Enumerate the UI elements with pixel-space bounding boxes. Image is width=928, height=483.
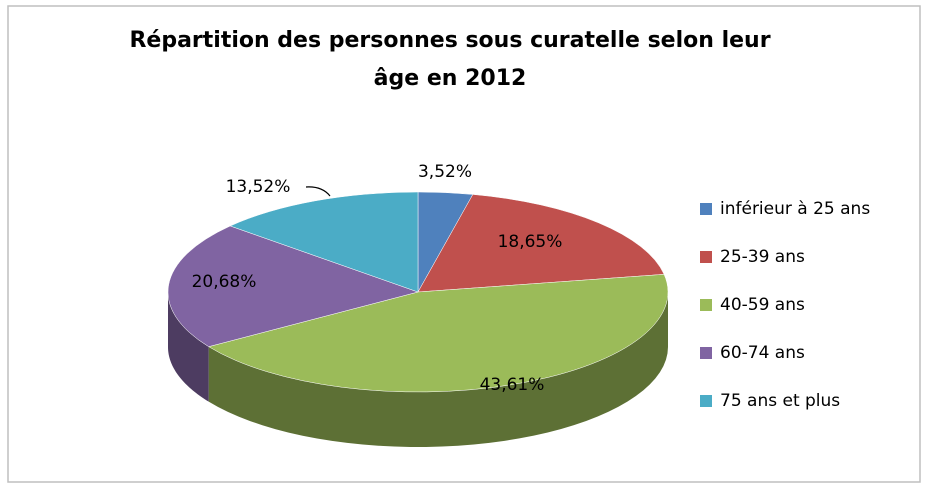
legend-swatch [700, 395, 712, 407]
data-label: 13,52% [226, 177, 291, 197]
chart-title: Répartition des personnes sous curatelle… [129, 28, 771, 91]
legend-label: inférieur à 25 ans [720, 199, 870, 219]
data-label: 3,52% [418, 162, 472, 182]
pie-side [168, 292, 209, 402]
legend-label: 75 ans et plus [720, 391, 840, 411]
pie-slice [208, 274, 669, 393]
pie-slice [167, 225, 419, 347]
legend-swatch [700, 203, 712, 215]
data-label: 18,65% [498, 232, 563, 252]
legend-label: 60-74 ans [720, 343, 805, 363]
pie-slice [229, 191, 419, 293]
legend-label: 40-59 ans [720, 295, 805, 315]
data-label: 20,68% [192, 272, 257, 292]
legend-swatch [700, 299, 712, 311]
legend-swatch [700, 347, 712, 359]
pie-side [208, 292, 668, 447]
data-label: 43,61% [480, 375, 545, 395]
chart-border [7, 5, 921, 483]
legend-swatch [700, 251, 712, 263]
pie-slice [417, 194, 665, 293]
legend-label: 25-39 ans [720, 247, 805, 267]
leader-line [305, 186, 331, 197]
